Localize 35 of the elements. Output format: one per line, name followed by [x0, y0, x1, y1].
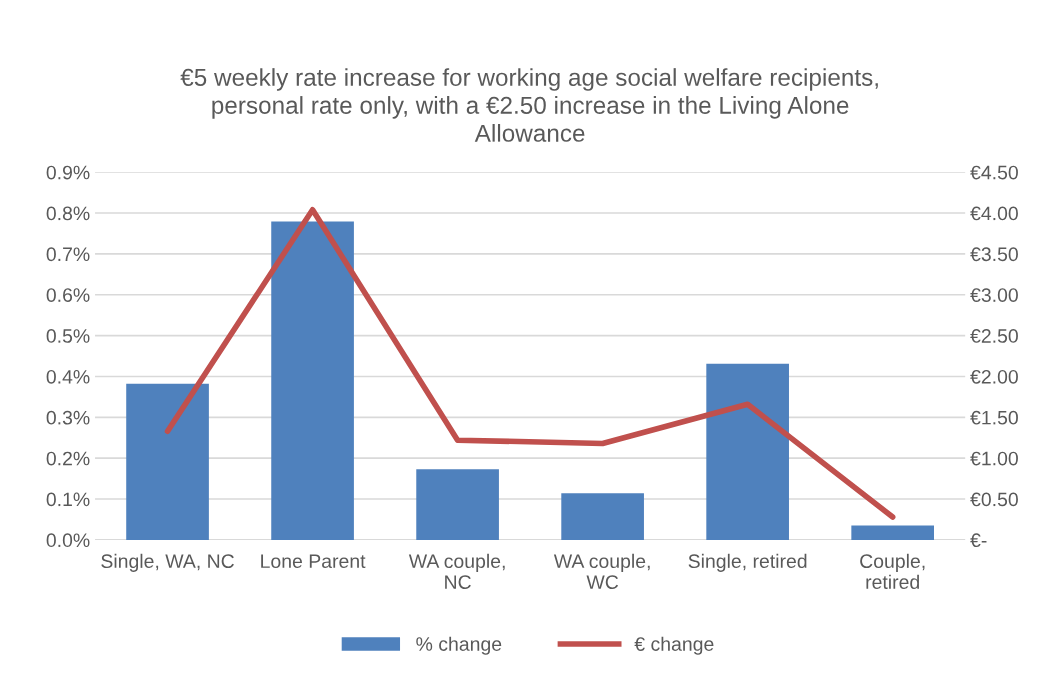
- y-tick-label: 0.1%: [46, 492, 90, 507]
- bar: [561, 493, 644, 540]
- y2-tick-label: €4.50: [970, 165, 1018, 180]
- x-tick-label: Couple, retired: [860, 553, 925, 589]
- chart-title: €5 weekly rate increase for working age social welfare recipients, personal rate only, with a €2.50 increase in the Living Alone Allowance: [180, 68, 878, 142]
- x-tick-label: Single, WA, NC: [101, 553, 234, 572]
- x-tick-label: WA couple, NC: [408, 553, 505, 589]
- bar: [416, 469, 499, 540]
- bar: [851, 525, 934, 540]
- y2-tick-label: €3.00: [970, 288, 1018, 302]
- x-tick-label: Lone Parent: [261, 554, 366, 569]
- y-tick-label: 0.3%: [46, 410, 90, 425]
- y2-tick-label: €1.50: [970, 410, 1018, 425]
- y-tick-label: 0.5%: [46, 329, 90, 343]
- y-tick-label: 0.9%: [46, 165, 90, 180]
- y2-tick-label: €2.50: [970, 329, 1018, 343]
- y2-tick-label: €0.50: [970, 492, 1018, 507]
- x-tick-label: WA couple, WC: [553, 553, 650, 589]
- y2-tick-label: €4.00: [970, 206, 1018, 221]
- y-tick-label: 0.7%: [46, 247, 90, 262]
- bar: [706, 363, 789, 540]
- y2-tick-label: €-: [970, 533, 987, 548]
- legend-label: € change: [634, 636, 714, 655]
- y2-tick-label: €1.00: [970, 451, 1018, 466]
- y-tick-label: 0.6%: [46, 288, 90, 302]
- bar: [271, 221, 354, 540]
- bar: [126, 383, 209, 540]
- y-tick-label: 0.4%: [46, 369, 90, 384]
- y2-tick-label: €3.50: [970, 247, 1018, 262]
- x-tick-label: Single, retired: [688, 553, 807, 572]
- y-tick-label: 0.8%: [46, 206, 90, 221]
- y-tick-label: 0.0%: [46, 533, 90, 548]
- legend-label: % change: [416, 636, 502, 655]
- y-tick-label: 0.2%: [46, 451, 90, 466]
- y2-tick-label: €2.00: [970, 369, 1018, 384]
